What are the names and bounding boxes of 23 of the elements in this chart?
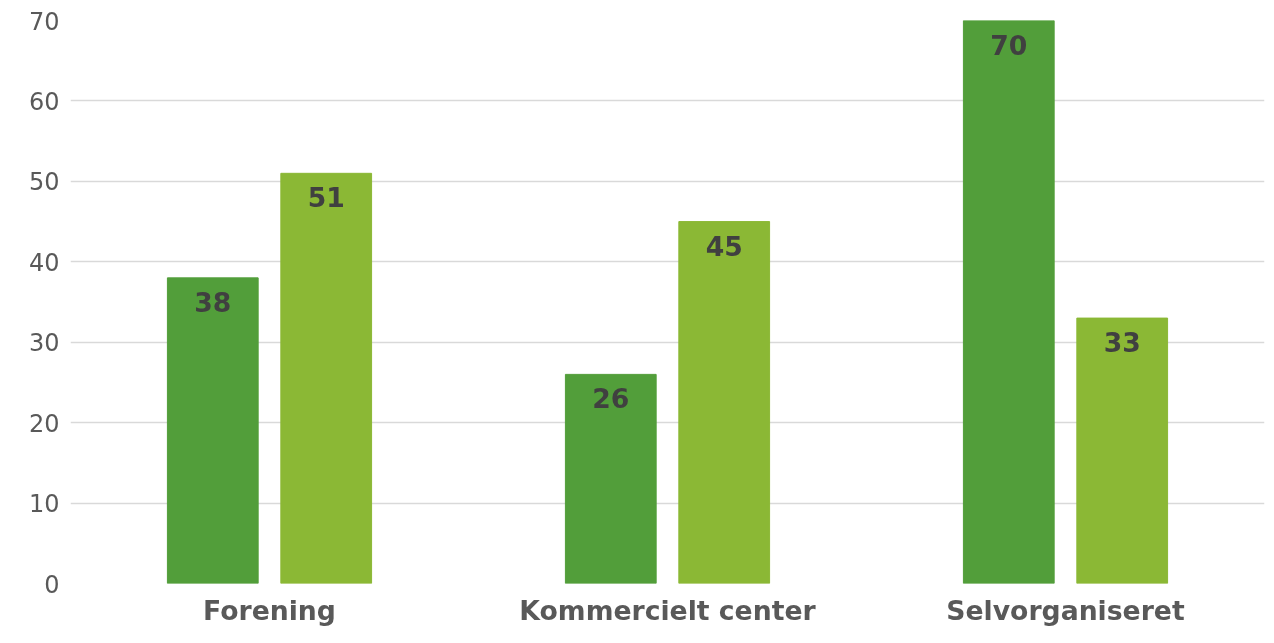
y-tick-label: 20 [28,409,60,438]
y-tick-label: 70 [28,7,60,36]
data-label: 26 [592,383,630,415]
bar [280,172,373,584]
y-tick-label: 10 [28,490,60,519]
bar [166,277,259,584]
data-label: 45 [705,230,743,262]
data-label: 51 [307,182,345,214]
bar [564,373,657,584]
data-label: 70 [990,29,1028,61]
bar [962,20,1055,584]
y-tick-label: 0 [44,570,60,599]
x-tick-label: Selvorganiseret [946,594,1185,626]
data-label: 33 [1103,327,1141,359]
y-tick-label: 40 [28,248,60,277]
data-label: 38 [194,286,232,318]
y-tick-label: 30 [28,329,60,358]
x-tick-label: Kommercielt center [519,594,817,626]
y-tick-label: 50 [28,168,60,197]
y-tick-label: 60 [28,87,60,116]
bar [1076,317,1169,584]
bar [678,221,771,584]
x-tick-label: Forening [203,594,336,626]
